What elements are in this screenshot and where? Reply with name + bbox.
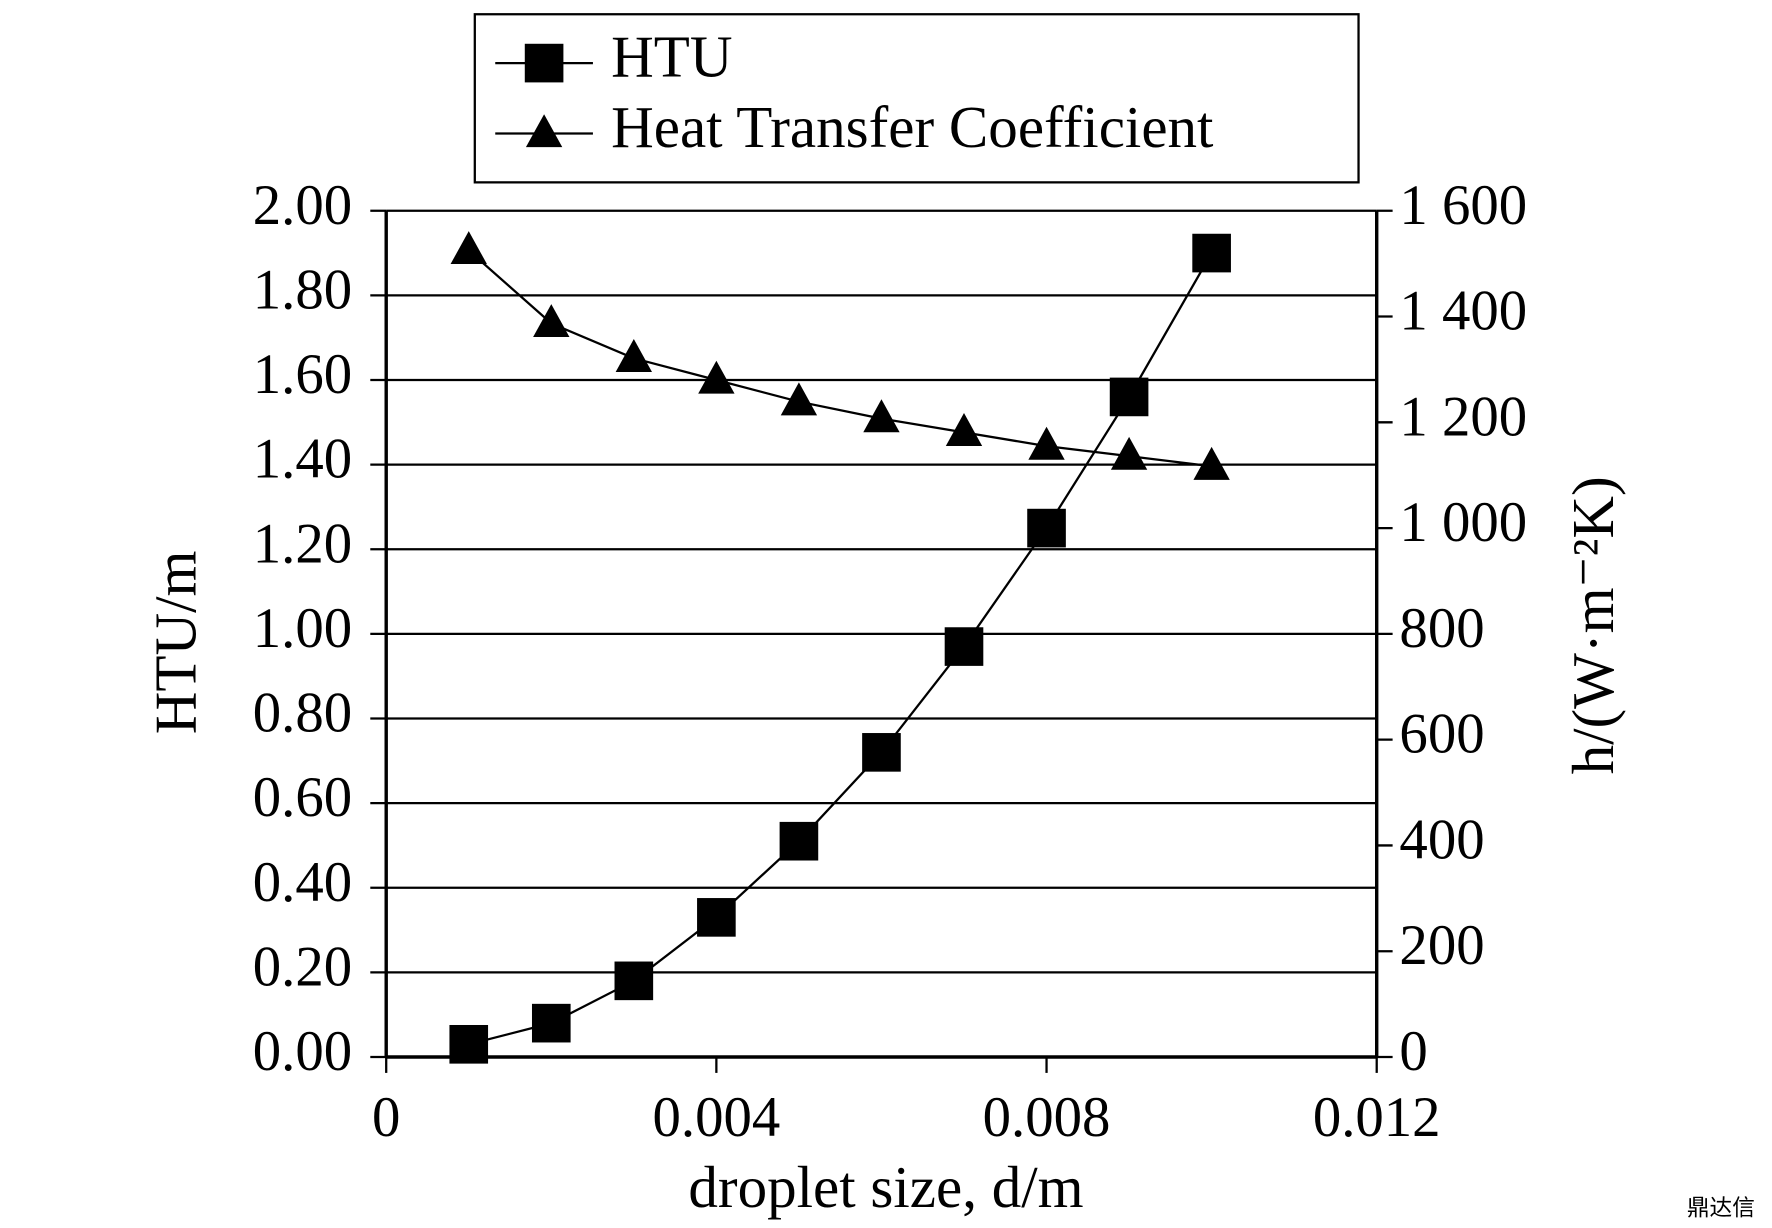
data-point xyxy=(449,1024,489,1064)
data-point xyxy=(1027,508,1066,548)
y2-tick-label: 1 600 xyxy=(1399,174,1527,237)
data-point xyxy=(1028,426,1065,460)
data-point xyxy=(863,399,900,433)
x-tick-label: 0.008 xyxy=(983,1086,1111,1149)
x-tick-label: 0.004 xyxy=(652,1086,780,1149)
data-point xyxy=(1109,377,1149,417)
data-point xyxy=(1193,446,1230,480)
data-point xyxy=(944,627,984,666)
data-point xyxy=(1192,233,1231,273)
y-tick-label: 0.00 xyxy=(253,1020,352,1083)
watermark: 鼎达信 xyxy=(1687,1196,1755,1221)
data-point xyxy=(450,231,487,265)
y-tick-label: 1.20 xyxy=(253,512,352,575)
series-line xyxy=(467,249,1212,468)
y-tick-label: 0.40 xyxy=(253,851,352,914)
y-tick-label: 1.80 xyxy=(253,258,352,321)
data-point xyxy=(614,961,654,1001)
x-tick-label: 0.012 xyxy=(1313,1086,1441,1149)
y2-tick-label: 800 xyxy=(1399,597,1484,660)
y-tick-label: 1.60 xyxy=(253,343,352,406)
y-tick-label: 1.40 xyxy=(253,428,352,491)
y-tick-label: 2.00 xyxy=(253,174,352,237)
data-point xyxy=(615,339,653,372)
x-axis-label: droplet size, d/m xyxy=(688,1154,1083,1220)
y-tick-label: 0.20 xyxy=(253,935,352,998)
y-tick-label: 1.00 xyxy=(253,597,352,660)
legend-marker xyxy=(524,43,564,83)
data-point xyxy=(697,898,736,937)
legend-box xyxy=(473,13,1360,184)
data-point xyxy=(1110,436,1148,470)
data-point xyxy=(862,733,901,772)
y2-tick-label: 600 xyxy=(1399,703,1484,766)
y2-axis-label: h/(W·m⁻²K) xyxy=(1560,476,1626,774)
x-tick-label: 0 xyxy=(372,1086,400,1149)
legend-marker xyxy=(525,114,563,148)
y2-tick-label: 400 xyxy=(1399,808,1484,871)
legend-label: HTU xyxy=(611,24,732,90)
y-tick-label: 0.60 xyxy=(253,766,352,829)
series-line xyxy=(468,252,1213,1046)
y2-tick-label: 200 xyxy=(1399,914,1484,977)
data-point xyxy=(780,382,818,416)
data-point xyxy=(779,821,819,861)
y2-tick-label: 1 000 xyxy=(1399,491,1527,554)
y-axis-label: HTU/m xyxy=(142,551,208,735)
data-point xyxy=(531,1003,571,1043)
y-tick-label: 0.80 xyxy=(253,682,352,745)
y2-tick-label: 0 xyxy=(1399,1020,1427,1083)
data-point xyxy=(945,413,983,446)
data-point xyxy=(698,360,735,394)
data-point xyxy=(533,304,570,338)
legend-label: Heat Transfer Coefficient xyxy=(611,94,1214,160)
y2-tick-label: 1 200 xyxy=(1399,385,1527,448)
y2-tick-label: 1 400 xyxy=(1399,280,1527,343)
